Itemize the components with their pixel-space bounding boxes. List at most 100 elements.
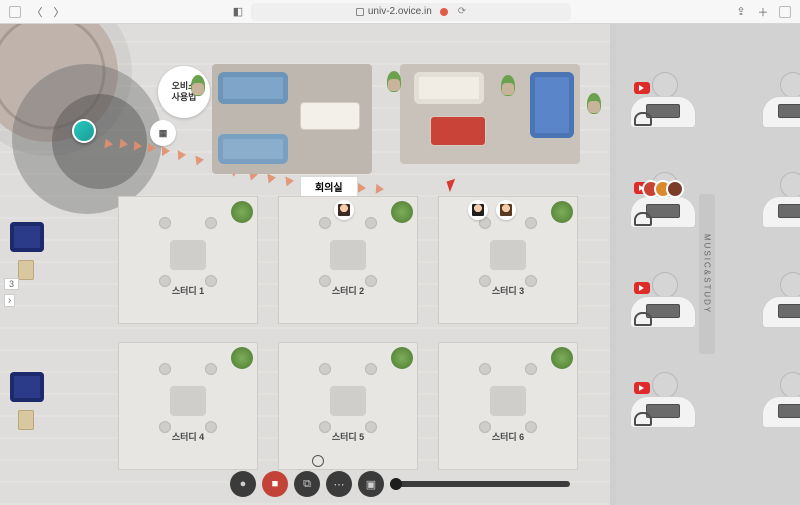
room-table <box>490 386 526 416</box>
headphones-icon <box>634 112 652 126</box>
room-table <box>330 386 366 416</box>
tabs-icon[interactable] <box>776 3 794 21</box>
sofa <box>530 72 574 138</box>
chair-icon <box>525 275 537 287</box>
share-icon[interactable]: ⇪ <box>732 3 750 21</box>
chair-icon <box>479 421 491 433</box>
monitor-icon <box>778 304 800 318</box>
chair-icon <box>205 421 217 433</box>
study-room[interactable]: 스터디 5 <box>278 342 418 470</box>
study-booth[interactable] <box>746 68 800 142</box>
chair-icon <box>159 363 171 375</box>
study-room-label: 스터디 3 <box>492 284 524 297</box>
chair-icon <box>365 363 377 375</box>
chair-icon <box>205 217 217 229</box>
new-tab-icon[interactable]: ＋ <box>754 3 772 21</box>
mic-button[interactable]: ● <box>230 471 256 497</box>
booth-seat <box>780 172 800 198</box>
browser-chrome: 〈 〉 ◧ univ-2.ovice.in ⟳ ⇪ ＋ <box>0 0 800 24</box>
room-table <box>170 386 206 416</box>
url-text: univ-2.ovice.in <box>368 6 432 17</box>
booth-seat <box>780 72 800 98</box>
study-booth[interactable] <box>622 68 712 142</box>
user-avatar[interactable] <box>496 200 516 220</box>
plant-icon <box>580 86 608 114</box>
booth-seat <box>652 72 678 98</box>
chair-icon <box>319 363 331 375</box>
chair-icon <box>319 421 331 433</box>
youtube-icon[interactable] <box>634 382 650 394</box>
booth-seat <box>652 372 678 398</box>
study-room-label: 스터디 6 <box>492 430 524 443</box>
virtual-space-canvas[interactable]: oVice ▦ 오비스 사용법 회의실 스터디 1 스터디 2 스터디 3 <box>0 24 800 505</box>
forward-button[interactable]: 〉 <box>50 3 68 21</box>
lock-icon <box>356 8 364 16</box>
reload-icon[interactable]: ⟳ <box>458 6 466 17</box>
monitor-icon <box>778 204 800 218</box>
room-table <box>490 240 526 270</box>
study-booth[interactable] <box>622 368 712 442</box>
youtube-icon[interactable] <box>634 282 650 294</box>
study-room[interactable]: 스터디 4 <box>118 342 258 470</box>
study-room[interactable]: 스터디 1 <box>118 196 258 324</box>
chair-icon <box>525 421 537 433</box>
booth-seat <box>780 372 800 398</box>
chair-icon <box>159 275 171 287</box>
armchair <box>10 222 44 252</box>
reader-icon[interactable]: ◧ <box>229 3 247 21</box>
voice-aura-small <box>52 94 147 189</box>
study-booth[interactable] <box>746 168 800 242</box>
user-cluster[interactable] <box>642 180 690 208</box>
plant-icon <box>380 64 408 92</box>
chair-icon <box>365 217 377 229</box>
my-avatar[interactable] <box>72 119 96 143</box>
study-booth[interactable] <box>746 368 800 442</box>
sidebar-toggle-icon[interactable] <box>6 3 24 21</box>
monitor-icon <box>778 104 800 118</box>
plant-icon <box>231 347 253 369</box>
url-bar[interactable]: univ-2.ovice.in ⟳ <box>251 3 571 21</box>
study-room-label: 스터디 4 <box>172 430 204 443</box>
meeting-room-label: 회의실 <box>300 176 358 197</box>
plant-icon <box>494 68 522 96</box>
chair-icon <box>319 275 331 287</box>
headphones-icon <box>634 212 652 226</box>
chair-icon <box>159 217 171 229</box>
chair-icon <box>525 363 537 375</box>
back-button[interactable]: 〈 <box>28 3 46 21</box>
low-table <box>430 116 486 146</box>
chair-icon <box>205 363 217 375</box>
screenshare-button[interactable]: ⧉ <box>294 471 320 497</box>
study-booth[interactable] <box>622 268 712 342</box>
user-avatar[interactable] <box>334 200 354 220</box>
study-room[interactable]: 스터디 6 <box>438 342 578 470</box>
chair-icon <box>479 275 491 287</box>
monitor-icon <box>778 404 800 418</box>
leave-button[interactable]: ▣ <box>358 471 384 497</box>
plant-icon <box>391 201 413 223</box>
plant-icon <box>551 347 573 369</box>
floor-number-badge[interactable]: 3 <box>4 278 19 290</box>
settings-gear-icon[interactable] <box>312 455 324 467</box>
study-room-label: 스터디 5 <box>332 430 364 443</box>
sofa <box>414 72 484 104</box>
bin-icon <box>18 410 34 430</box>
study-booth[interactable] <box>746 268 800 342</box>
chair-icon <box>365 275 377 287</box>
study-room-label: 스터디 2 <box>332 284 364 297</box>
volume-slider[interactable] <box>390 481 570 487</box>
low-table <box>300 102 360 130</box>
booth-seat <box>652 272 678 298</box>
user-avatar[interactable] <box>468 200 488 220</box>
chair-icon <box>525 217 537 229</box>
headphones-icon <box>634 412 652 426</box>
floor-expand-icon[interactable]: › <box>4 294 15 307</box>
youtube-icon[interactable] <box>634 82 650 94</box>
camera-button[interactable]: ■ <box>262 471 288 497</box>
bin-icon <box>18 260 34 280</box>
armchair <box>10 372 44 402</box>
mic-active-icon <box>440 8 448 16</box>
more-button[interactable]: ⋯ <box>326 471 352 497</box>
remote-cursor-icon <box>448 180 460 192</box>
chair-icon <box>159 421 171 433</box>
